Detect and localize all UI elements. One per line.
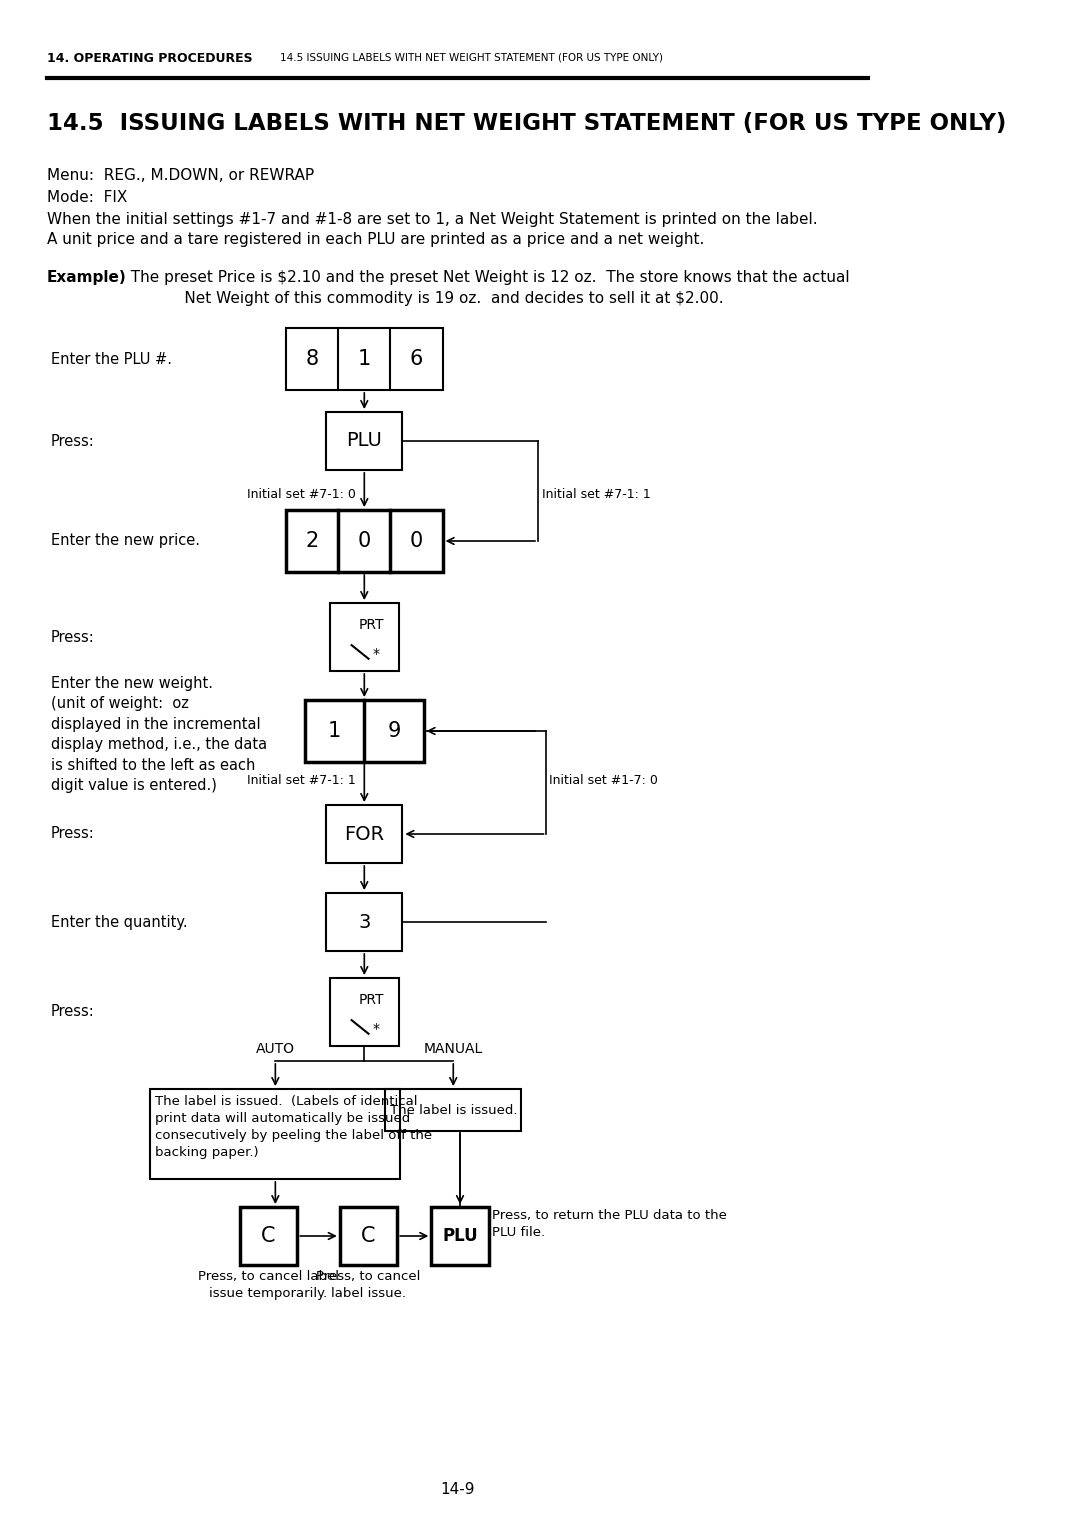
Text: Menu:  REG., M.DOWN, or REWRAP: Menu: REG., M.DOWN, or REWRAP — [46, 168, 313, 183]
Text: *: * — [373, 647, 380, 660]
Text: 0: 0 — [357, 531, 370, 551]
Text: 9: 9 — [388, 721, 401, 741]
Text: A unit price and a tare registered in each PLU are printed as a price and a net : A unit price and a tare registered in ea… — [46, 232, 704, 247]
Text: 8: 8 — [306, 349, 319, 369]
Text: PRT: PRT — [359, 618, 383, 631]
Text: Net Weight of this commodity is 19 oz.  and decides to sell it at $2.00.: Net Weight of this commodity is 19 oz. a… — [121, 291, 724, 307]
Bar — [431, 1206, 489, 1266]
Text: Initial set #1-7: 0: Initial set #1-7: 0 — [549, 773, 658, 787]
Text: FOR: FOR — [345, 825, 384, 843]
Text: Mode:  FIX: Mode: FIX — [46, 191, 127, 204]
Bar — [305, 700, 423, 762]
Bar — [286, 509, 443, 572]
Bar — [326, 894, 403, 952]
Text: 1: 1 — [328, 721, 341, 741]
Text: 0: 0 — [410, 531, 423, 551]
Bar — [326, 805, 403, 863]
Text: Enter the new price.: Enter the new price. — [51, 534, 200, 549]
Text: MANUAL: MANUAL — [423, 1042, 483, 1055]
Text: The label is issued.  (Labels of identical
print data will automatically be issu: The label is issued. (Labels of identica… — [156, 1095, 433, 1159]
Text: Press:: Press: — [51, 827, 95, 842]
Text: 14-9: 14-9 — [441, 1482, 475, 1498]
Text: Enter the PLU #.: Enter the PLU #. — [51, 351, 172, 366]
Text: Press, to cancel label
issue temporarily.: Press, to cancel label issue temporarily… — [198, 1270, 339, 1299]
Text: C: C — [362, 1226, 376, 1246]
Text: The label is issued.: The label is issued. — [390, 1104, 517, 1116]
Text: When the initial settings #1-7 and #1-8 are set to 1, a Net Weight Statement is : When the initial settings #1-7 and #1-8 … — [46, 212, 818, 227]
Text: 14.5  ISSUING LABELS WITH NET WEIGHT STATEMENT (FOR US TYPE ONLY): 14.5 ISSUING LABELS WITH NET WEIGHT STAT… — [46, 111, 1005, 136]
Text: PLU: PLU — [442, 1228, 477, 1244]
Text: Press, to cancel
label issue.: Press, to cancel label issue. — [316, 1270, 421, 1299]
Text: 3: 3 — [359, 912, 370, 932]
Text: Enter the new weight.
(unit of weight:  oz
displayed in the incremental
display : Enter the new weight. (unit of weight: o… — [51, 676, 267, 793]
Bar — [240, 1206, 297, 1266]
Bar — [326, 412, 403, 470]
Text: Example): Example) — [46, 270, 126, 285]
Text: PLU: PLU — [347, 432, 382, 450]
Text: 14.5 ISSUING LABELS WITH NET WEIGHT STATEMENT (FOR US TYPE ONLY): 14.5 ISSUING LABELS WITH NET WEIGHT STAT… — [280, 52, 663, 63]
Text: Press, to return the PLU data to the
PLU file.: Press, to return the PLU data to the PLU… — [492, 1209, 727, 1238]
Bar — [340, 1206, 397, 1266]
Text: Initial set #7-1: 1: Initial set #7-1: 1 — [247, 773, 355, 787]
Text: Initial set #7-1: 1: Initial set #7-1: 1 — [542, 488, 651, 502]
Text: C: C — [261, 1226, 275, 1246]
Text: *: * — [373, 1022, 380, 1035]
Text: 14. OPERATING PROCEDURES: 14. OPERATING PROCEDURES — [46, 52, 253, 66]
Bar — [150, 1089, 401, 1179]
Text: 2: 2 — [306, 531, 319, 551]
Text: Press:: Press: — [51, 630, 95, 645]
Text: AUTO: AUTO — [256, 1042, 295, 1055]
Bar — [286, 328, 443, 390]
Bar — [386, 1089, 521, 1132]
Text: Initial set #7-1: 0: Initial set #7-1: 0 — [247, 488, 355, 502]
Text: PRT: PRT — [359, 993, 383, 1007]
Text: 6: 6 — [410, 349, 423, 369]
Bar — [329, 978, 399, 1046]
Text: The preset Price is $2.10 and the preset Net Weight is 12 oz.  The store knows t: The preset Price is $2.10 and the preset… — [121, 270, 850, 285]
Text: Enter the quantity.: Enter the quantity. — [51, 915, 188, 930]
Bar — [329, 602, 399, 671]
Text: 1: 1 — [357, 349, 370, 369]
Text: Press:: Press: — [51, 433, 95, 448]
Text: Press:: Press: — [51, 1005, 95, 1020]
